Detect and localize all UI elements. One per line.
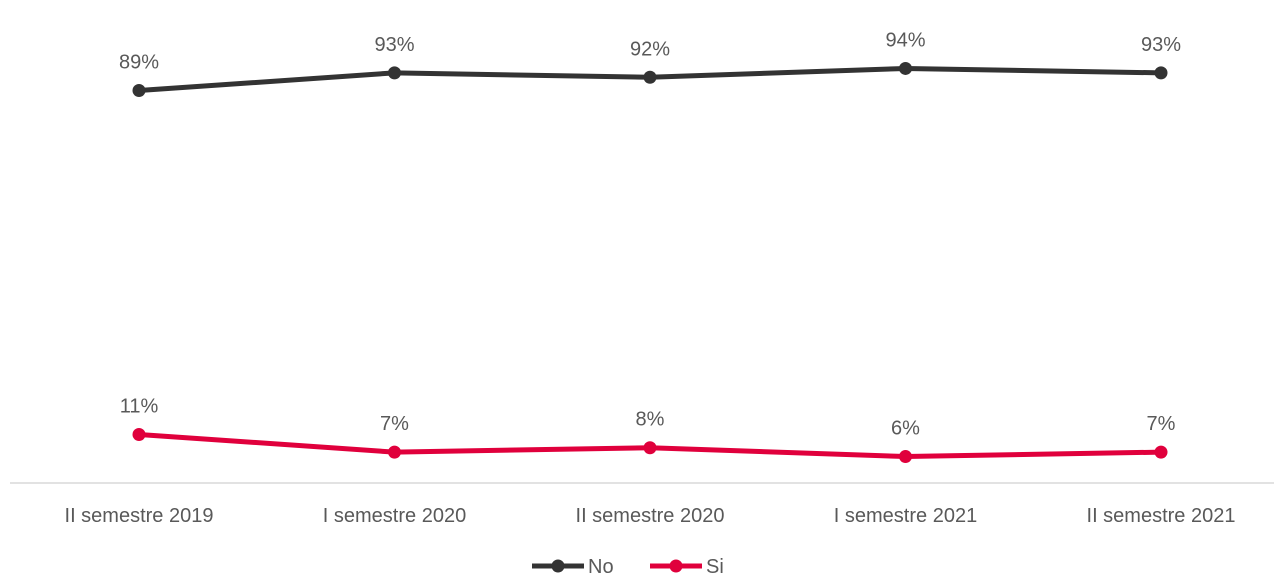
legend-label-si: Si	[706, 556, 724, 576]
series-layer	[132, 61, 1168, 464]
data-label-no-1: 93%	[374, 34, 414, 56]
legend-marker-si	[669, 559, 683, 573]
data-point-si-3	[899, 450, 912, 464]
data-label-no-4: 93%	[1141, 34, 1181, 56]
data-label-si-3: 6%	[891, 418, 920, 440]
legend-item-no: No	[532, 556, 614, 576]
legend-label-no: No	[588, 556, 614, 576]
category-label-3: I semestre 2021	[834, 505, 977, 527]
legend-item-si: Si	[650, 556, 724, 576]
data-point-no-1	[388, 66, 401, 80]
data-label-si-2: 8%	[636, 409, 665, 431]
data-label-layer: 89% 93% 92% 94% 93% 11% 7% 8% 6% 7%	[119, 29, 1181, 439]
data-point-si-1	[388, 445, 401, 459]
data-label-si-1: 7%	[380, 413, 409, 435]
category-label-0: II semestre 2019	[65, 505, 214, 527]
data-point-si-2	[643, 441, 657, 455]
category-label-2: II semestre 2020	[576, 505, 725, 527]
category-label-4: II semestre 2021	[1087, 505, 1236, 527]
data-point-no-0	[132, 84, 146, 98]
data-label-si-0: 11%	[120, 395, 159, 417]
legend: No Si	[532, 556, 724, 576]
legend-marker-no	[551, 559, 565, 573]
data-point-si-4	[1154, 445, 1168, 459]
data-point-no-2	[643, 70, 657, 84]
data-label-no-2: 92%	[630, 38, 670, 60]
data-point-si-0	[132, 427, 146, 441]
data-point-no-3	[899, 61, 912, 75]
data-label-no-3: 94%	[885, 29, 925, 51]
data-label-si-4: 7%	[1147, 413, 1176, 435]
category-label-1: I semestre 2020	[323, 505, 466, 527]
data-label-no-0: 89%	[119, 52, 159, 74]
data-point-no-4	[1154, 66, 1168, 80]
category-axis: II semestre 2019 I semestre 2020 II semest…	[65, 505, 1236, 527]
